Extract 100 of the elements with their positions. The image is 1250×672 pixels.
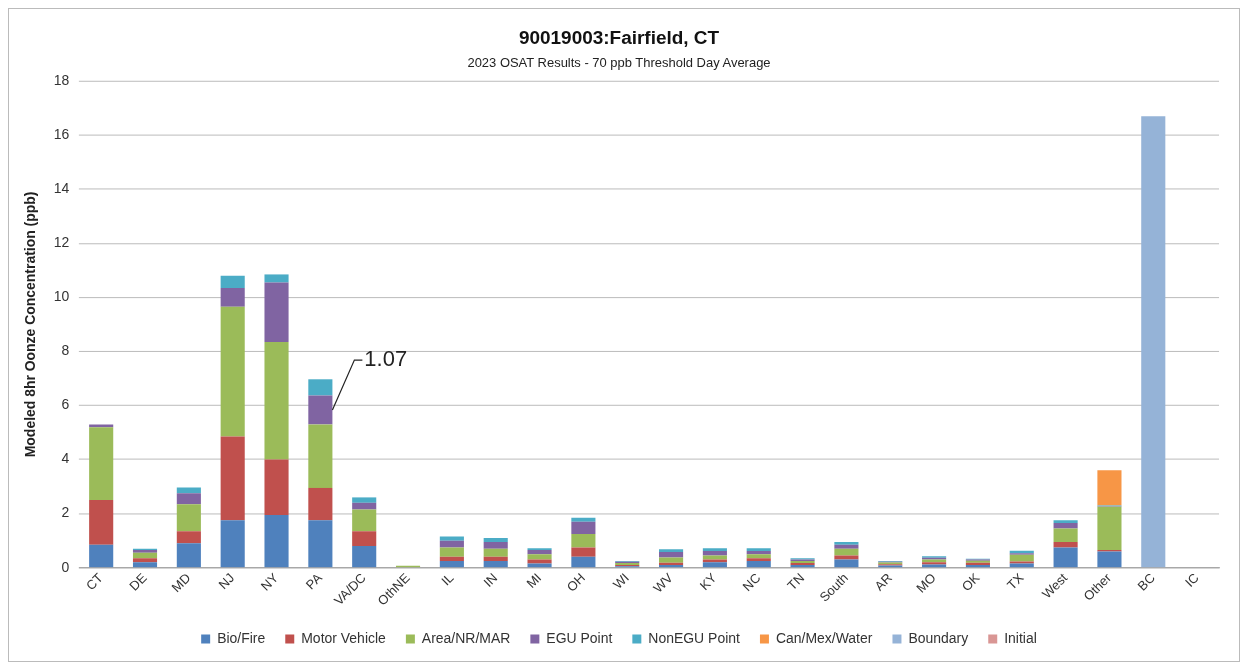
legend-label: Bio/Fire — [217, 629, 266, 646]
bar — [176, 531, 201, 544]
bar — [483, 556, 508, 561]
bar — [176, 504, 201, 532]
legend-label: Motor Vehicle — [301, 629, 387, 646]
bar — [527, 550, 552, 555]
bar — [702, 550, 727, 556]
x-tick-label: IN — [480, 570, 501, 590]
bar — [264, 274, 289, 283]
bar — [483, 537, 508, 542]
bar — [352, 502, 377, 510]
bar — [483, 548, 508, 557]
bar — [308, 379, 333, 396]
bar — [483, 560, 508, 568]
bar — [746, 560, 771, 568]
chart-subtitle: 2023 OSAT Results - 70 ppb Threshold Day Average — [467, 55, 771, 70]
y-tick-label: 8 — [61, 342, 70, 359]
bar — [220, 436, 245, 521]
bar — [1141, 116, 1166, 568]
bar — [308, 487, 333, 521]
x-tick-label: MO — [913, 570, 939, 596]
bar — [571, 556, 596, 568]
legend-label: Boundary — [908, 629, 969, 646]
bar — [659, 551, 684, 558]
bar — [89, 544, 114, 568]
bar — [746, 554, 771, 559]
bar — [264, 459, 289, 515]
bar — [89, 427, 114, 501]
bar — [352, 546, 377, 568]
bar — [1053, 520, 1078, 524]
x-tick-label: MI — [523, 570, 545, 591]
bar — [1053, 547, 1078, 568]
y-tick-label: 16 — [53, 126, 70, 143]
bar — [176, 487, 201, 494]
bar — [308, 424, 333, 488]
bar — [834, 559, 859, 568]
bar — [746, 558, 771, 561]
bar — [746, 548, 771, 551]
x-tick-label: NY — [257, 569, 282, 594]
legend-label: EGU Point — [546, 629, 613, 646]
x-tick-label: MD — [168, 570, 194, 596]
chart-title: 90019003:Fairfield, CT — [518, 26, 720, 48]
bar — [483, 541, 508, 549]
bar — [659, 557, 684, 563]
bar — [308, 395, 333, 425]
bar — [702, 548, 727, 551]
bar — [1097, 506, 1122, 551]
bar — [571, 547, 596, 557]
x-tick-label: KY — [696, 569, 720, 594]
x-tick-label: OK — [958, 569, 983, 595]
bar — [571, 533, 596, 548]
bar — [1097, 551, 1122, 568]
bar — [659, 549, 684, 552]
bar — [352, 531, 377, 547]
bar — [89, 424, 114, 428]
bar — [834, 541, 859, 545]
bar — [834, 555, 859, 560]
bar — [439, 536, 464, 541]
x-tick-label: AR — [871, 570, 895, 594]
bar — [264, 282, 289, 342]
y-tick-label: 0 — [61, 558, 70, 575]
x-tick-label: DE — [126, 569, 150, 594]
bar — [132, 552, 158, 559]
bar — [571, 517, 596, 522]
bar — [527, 554, 552, 560]
legend-label: Can/Mex/Water — [775, 629, 873, 646]
bar — [746, 550, 771, 555]
y-tick-label: 4 — [61, 450, 70, 467]
bar — [176, 543, 201, 568]
bar — [439, 547, 464, 557]
bar — [1053, 528, 1078, 542]
bar — [1053, 541, 1078, 548]
y-tick-label: 18 — [53, 72, 70, 89]
bar — [132, 562, 158, 568]
bar — [220, 287, 245, 307]
x-tick-label: TX — [1004, 569, 1027, 593]
bar — [527, 559, 552, 564]
bar — [571, 521, 596, 534]
x-tick-label: CT — [82, 570, 106, 594]
x-tick-label: OH — [563, 570, 589, 595]
y-axis-title: Modeled 8hr Oonze Concentration (ppb) — [22, 191, 39, 458]
x-tick-label: NC — [739, 570, 764, 595]
bar — [132, 558, 158, 563]
y-tick-label: 12 — [53, 234, 70, 251]
y-tick-label: 6 — [61, 396, 70, 413]
bar — [702, 562, 727, 568]
bar — [834, 544, 859, 549]
x-tick-label: WV — [650, 569, 676, 596]
x-tick-label: IC — [1181, 570, 1202, 590]
data-label: 1.07 — [364, 346, 408, 372]
x-tick-label: WI — [610, 570, 632, 592]
bar — [220, 275, 245, 288]
legend-label: Initial — [1004, 629, 1037, 646]
bar — [1053, 523, 1078, 529]
x-tick-label: PA — [302, 569, 326, 593]
y-tick-label: 14 — [53, 180, 70, 197]
x-tick-label: TN — [784, 570, 808, 594]
bar — [89, 500, 114, 545]
x-tick-label: BC — [1134, 570, 1158, 594]
bar — [834, 548, 859, 556]
